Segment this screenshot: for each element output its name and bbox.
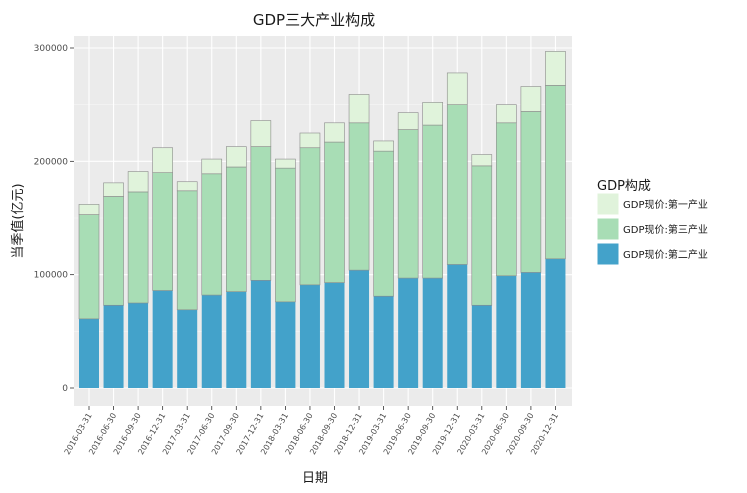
bar-segment-2 bbox=[471, 165, 493, 306]
legend-swatch bbox=[596, 192, 620, 216]
bar-segment-1 bbox=[447, 264, 468, 388]
bar-segment-3 bbox=[446, 72, 468, 105]
bar-segment-2 bbox=[78, 214, 100, 320]
bar-segment-3 bbox=[226, 146, 247, 168]
bar-segment-2 bbox=[201, 173, 223, 296]
legend-swatch bbox=[596, 242, 620, 266]
bar-segment-2 bbox=[373, 150, 394, 297]
bar-segment-1 bbox=[103, 305, 124, 388]
bar-segment-3 bbox=[471, 154, 493, 167]
bar-segment-1 bbox=[349, 270, 370, 388]
bar-segment-3 bbox=[348, 94, 370, 124]
legend-swatch bbox=[596, 217, 620, 241]
bar-segment-1 bbox=[398, 278, 419, 388]
bar-segment-2 bbox=[103, 196, 124, 306]
bar-segment-1 bbox=[545, 258, 566, 388]
y-tick-label: 0 bbox=[62, 384, 68, 394]
bar-segment-1 bbox=[373, 296, 394, 388]
bar-segment-3 bbox=[373, 140, 394, 152]
bar-segment-2 bbox=[496, 122, 517, 277]
bar-segment-1 bbox=[324, 282, 345, 388]
bar-segment-2 bbox=[324, 141, 345, 283]
bar-segment-1 bbox=[422, 278, 443, 388]
bar-segment-2 bbox=[176, 190, 198, 311]
bar-segment-2 bbox=[250, 146, 272, 281]
x-axis-ticks: 2016-03-312016-06-302016-09-302016-12-31… bbox=[63, 406, 560, 456]
y-axis-ticks: 0 100000 200000 300000 bbox=[34, 44, 74, 394]
legend-items: GDP现价:第一产业 GDP现价:第三产业 GDP现价:第二产业 bbox=[596, 192, 708, 266]
bar-segment-1 bbox=[226, 291, 247, 388]
bar-segment-1 bbox=[201, 295, 222, 388]
legend-title: GDP构成 bbox=[597, 179, 651, 194]
bar-segment-3 bbox=[176, 181, 198, 192]
y-axis-title: 当季值(亿元) bbox=[10, 183, 26, 258]
bar-segment-3 bbox=[422, 102, 444, 126]
bar-segment-2 bbox=[545, 85, 566, 260]
bar-segment-3 bbox=[520, 86, 542, 112]
bar-segment-2 bbox=[275, 167, 296, 303]
bar-segment-3 bbox=[103, 182, 124, 197]
bar-segment-2 bbox=[348, 122, 370, 271]
bar-segment-1 bbox=[496, 275, 517, 388]
bars bbox=[78, 51, 566, 388]
bar-segment-2 bbox=[397, 129, 419, 279]
bar-segment-3 bbox=[127, 171, 149, 193]
bar-segment-2 bbox=[446, 104, 468, 265]
bar-segment-3 bbox=[78, 204, 100, 215]
legend: GDP构成 GDP现价:第一产业 GDP现价:第三产业 GDP现价:第二产业 bbox=[596, 179, 708, 266]
bar-segment-3 bbox=[545, 51, 566, 86]
bar-segment-1 bbox=[79, 318, 99, 388]
chart-title: GDP三大产业构成 bbox=[253, 11, 375, 29]
legend-label: GDP现价:第二产业 bbox=[623, 248, 708, 261]
bar-segment-2 bbox=[520, 111, 542, 273]
bar-segment-1 bbox=[471, 305, 492, 388]
bar-segment-1 bbox=[275, 301, 296, 388]
bar-segment-1 bbox=[128, 303, 149, 388]
bar-segment-2 bbox=[422, 124, 444, 279]
bar-segment-3 bbox=[275, 158, 296, 169]
bar-segment-2 bbox=[226, 166, 247, 292]
bar-segment-3 bbox=[397, 112, 419, 130]
legend-label: GDP现价:第三产业 bbox=[623, 223, 708, 236]
y-tick-label: 300000 bbox=[34, 44, 69, 54]
bar-segment-3 bbox=[201, 158, 223, 175]
legend-label: GDP现价:第一产业 bbox=[623, 198, 708, 211]
bar-segment-3 bbox=[299, 132, 321, 149]
bar-segment-1 bbox=[152, 290, 173, 388]
bar-segment-2 bbox=[127, 191, 149, 304]
bar-segment-1 bbox=[299, 284, 320, 388]
bar-segment-3 bbox=[152, 147, 173, 173]
bar-segment-3 bbox=[250, 120, 272, 147]
y-tick-label: 100000 bbox=[34, 271, 69, 281]
bar-segment-2 bbox=[152, 172, 173, 291]
y-tick-label: 200000 bbox=[34, 157, 69, 167]
x-axis-title: 日期 bbox=[302, 471, 328, 486]
bar-segment-3 bbox=[496, 104, 517, 124]
bar-segment-2 bbox=[299, 147, 321, 286]
bar-segment-1 bbox=[177, 309, 198, 388]
bar-segment-1 bbox=[250, 280, 271, 388]
bar-segment-3 bbox=[324, 122, 345, 143]
bar-segment-1 bbox=[520, 272, 541, 388]
